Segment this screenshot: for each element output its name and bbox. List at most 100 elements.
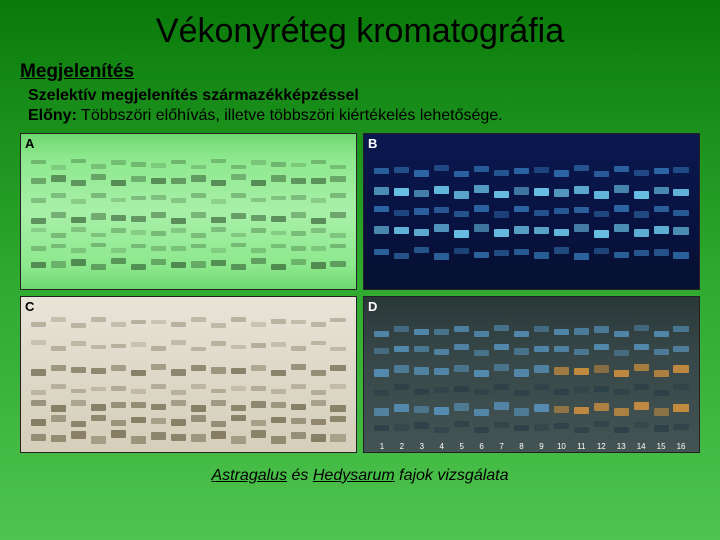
lane-number: 15 <box>651 442 671 451</box>
tlc-lane <box>269 134 287 289</box>
tlc-lane <box>329 297 347 452</box>
tlc-lane <box>30 134 48 289</box>
tlc-lane <box>150 134 168 289</box>
panel-label-b: B <box>368 136 377 151</box>
tlc-lane <box>672 297 690 452</box>
tlc-lane <box>552 297 570 452</box>
tlc-lane <box>70 134 88 289</box>
tlc-lane <box>90 297 108 452</box>
lane-numbers-d: 12345678910111213141516 <box>372 442 691 451</box>
tlc-lane <box>229 134 247 289</box>
tlc-lane <box>413 297 431 452</box>
tlc-lane <box>572 134 590 289</box>
lane-number: 8 <box>512 442 532 451</box>
tlc-panel-d: D 12345678910111213141516 <box>363 296 700 453</box>
caption-mid: és <box>287 467 313 484</box>
tlc-lane <box>433 134 451 289</box>
tlc-panel-c: C <box>20 296 357 453</box>
advantage-label: Előny: <box>28 107 77 124</box>
tlc-lane <box>433 297 451 452</box>
tlc-lane <box>493 134 511 289</box>
tlc-lane <box>533 297 551 452</box>
tlc-lane <box>473 134 491 289</box>
lane-number: 5 <box>452 442 472 451</box>
tlc-lane <box>90 134 108 289</box>
lane-number: 16 <box>671 442 691 451</box>
figure-caption: Astragalus és Hedysarum fajok vizsgálata <box>0 467 720 485</box>
tlc-lane <box>632 134 650 289</box>
caption-end: fajok vizsgálata <box>395 467 509 484</box>
section-heading: Megjelenítés <box>20 61 720 83</box>
lane-number: 7 <box>492 442 512 451</box>
tlc-lane <box>393 297 411 452</box>
tlc-lane <box>413 134 431 289</box>
caption-genus1: Astragalus <box>211 467 287 484</box>
lane-number: 6 <box>472 442 492 451</box>
tlc-lane <box>309 134 327 289</box>
tlc-lane <box>672 134 690 289</box>
tlc-lane <box>190 134 208 289</box>
tlc-lane <box>592 134 610 289</box>
tlc-lane <box>373 134 391 289</box>
tlc-lane <box>513 134 531 289</box>
tlc-lane <box>592 297 610 452</box>
tlc-lane <box>30 297 48 452</box>
lanes-d <box>364 297 699 452</box>
tlc-lane <box>209 297 227 452</box>
subtitle-text: Szelektív megjelenítés származékképzésse… <box>28 87 720 105</box>
tlc-lane <box>453 134 471 289</box>
lane-number: 10 <box>551 442 571 451</box>
tlc-lane <box>110 134 128 289</box>
tlc-lane <box>150 297 168 452</box>
tlc-lane <box>309 297 327 452</box>
tlc-lane <box>190 297 208 452</box>
lane-number: 3 <box>412 442 432 451</box>
panel-label-c: C <box>25 299 34 314</box>
tlc-panel-b: B <box>363 133 700 290</box>
tlc-lane <box>289 134 307 289</box>
lanes-b <box>364 134 699 289</box>
tlc-lane <box>329 134 347 289</box>
tlc-lane <box>652 297 670 452</box>
tlc-lane <box>50 297 68 452</box>
lanes-a <box>21 134 356 289</box>
tlc-lane <box>612 134 630 289</box>
lane-number: 9 <box>532 442 552 451</box>
lane-number: 14 <box>631 442 651 451</box>
tlc-panel-grid: A B C D 12345678910111213141516 <box>20 133 700 453</box>
lane-number: 2 <box>392 442 412 451</box>
tlc-lane <box>110 297 128 452</box>
tlc-lane <box>513 297 531 452</box>
tlc-lane <box>453 297 471 452</box>
tlc-lane <box>552 134 570 289</box>
tlc-lane <box>473 297 491 452</box>
slide-title: Vékonyréteg kromatográfia <box>0 0 720 51</box>
panel-label-d: D <box>368 299 377 314</box>
lane-number: 13 <box>611 442 631 451</box>
tlc-lane <box>269 297 287 452</box>
tlc-lane <box>493 297 511 452</box>
caption-genus2: Hedysarum <box>313 467 395 484</box>
tlc-lane <box>632 297 650 452</box>
lane-number: 12 <box>591 442 611 451</box>
tlc-lane <box>170 297 188 452</box>
lane-number: 4 <box>432 442 452 451</box>
tlc-lane <box>70 297 88 452</box>
tlc-lane <box>373 297 391 452</box>
lanes-c <box>21 297 356 452</box>
lane-number: 11 <box>571 442 591 451</box>
tlc-lane <box>209 134 227 289</box>
tlc-lane <box>249 297 267 452</box>
tlc-lane <box>572 297 590 452</box>
tlc-lane <box>249 134 267 289</box>
lane-number: 1 <box>372 442 392 451</box>
tlc-lane <box>612 297 630 452</box>
advantage-line: Előny: Többszöri előhívás, illetve többs… <box>28 107 720 125</box>
tlc-lane <box>393 134 411 289</box>
tlc-lane <box>652 134 670 289</box>
tlc-lane <box>533 134 551 289</box>
tlc-lane <box>130 134 148 289</box>
tlc-lane <box>229 297 247 452</box>
tlc-lane <box>50 134 68 289</box>
tlc-lane <box>130 297 148 452</box>
